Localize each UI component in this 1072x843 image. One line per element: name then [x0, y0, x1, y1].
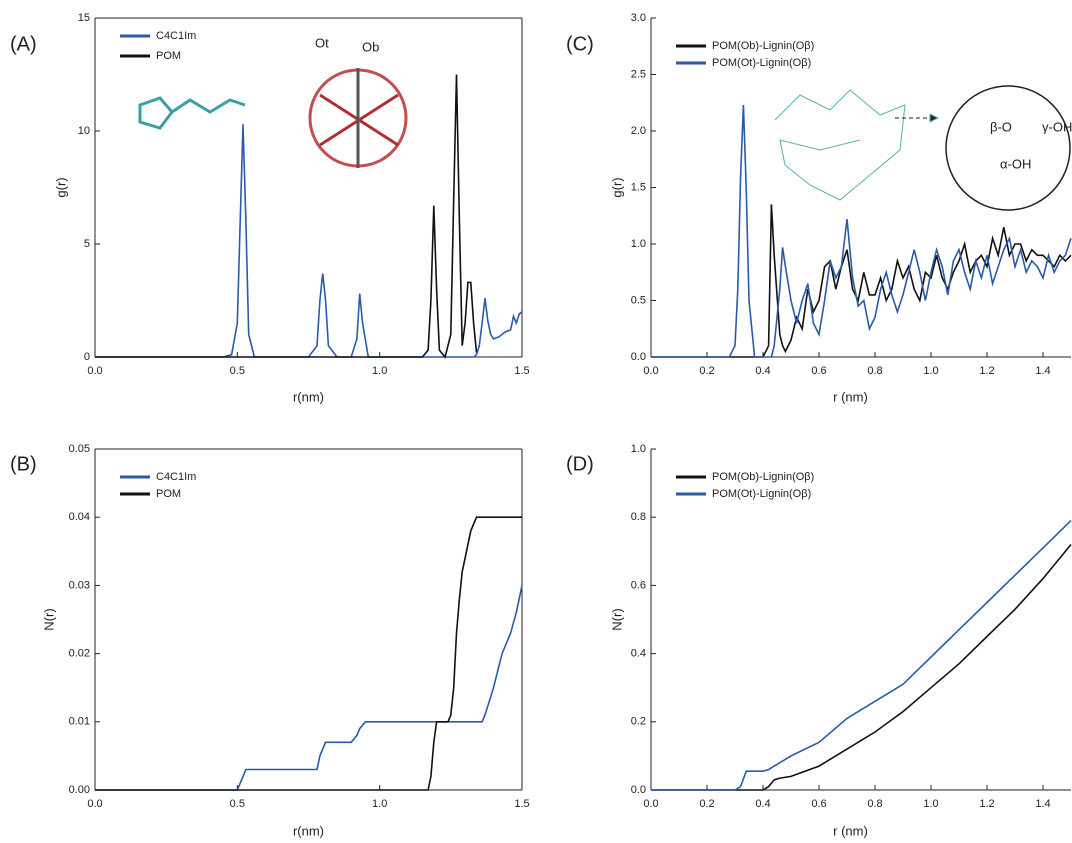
legend-label: C4C1Im [156, 30, 196, 42]
y-tick-label: 15 [78, 12, 90, 24]
y-tick-label: 3.0 [631, 12, 646, 24]
annotation: Ot [315, 35, 329, 50]
x-tick-label: 1.0 [923, 365, 938, 377]
x-tick-label: 1.5 [514, 798, 529, 810]
y-axis-label: g(r) [53, 177, 68, 197]
y-tick-label: 2.0 [631, 125, 646, 137]
data-line [651, 204, 1071, 357]
y-tick-label: 0.6 [631, 579, 646, 591]
x-tick-label: 1.0 [923, 798, 938, 810]
x-tick-label: 0.5 [230, 798, 245, 810]
data-line [651, 105, 1071, 357]
y-tick-label: 0.0 [631, 784, 646, 796]
y-tick-label: 0.05 [69, 443, 90, 455]
y-tick-label: 0.03 [69, 579, 90, 591]
figure: 0.0 0.5 1.0 1.5 0 5 10 15 (A) r(nm) g(r) Ot Ob C4C1Im… [0, 0, 1072, 843]
legend-label: POM(Ot)-Lignin(Oβ) [712, 488, 811, 500]
x-axis-label: r(nm) [293, 389, 324, 404]
x-tick-label: 0.0 [87, 798, 102, 810]
x-tick-label: 1.0 [372, 798, 387, 810]
annotation: γ-OH [1042, 119, 1072, 134]
y-tick-label: 0.02 [69, 648, 90, 660]
y-tick-label: 5 [84, 238, 90, 250]
y-axis-label: N(r) [41, 608, 56, 630]
x-axis-label: r (nm) [833, 389, 868, 404]
x-tick-label: 0.8 [867, 798, 882, 810]
x-tick-label: 1.4 [1035, 798, 1050, 810]
y-tick-label: 1.0 [631, 238, 646, 250]
annotation: β-O [990, 119, 1012, 134]
x-tick-label: 0.6 [811, 798, 826, 810]
legend-label: POM [156, 50, 181, 62]
y-tick-label: 0.2 [631, 716, 646, 728]
x-tick-label: 1.2 [979, 365, 994, 377]
y-tick-label: 0.4 [631, 648, 646, 660]
x-tick-label: 1.2 [979, 798, 994, 810]
y-tick-label: 1.0 [631, 443, 646, 455]
y-tick-label: 0.00 [69, 784, 90, 796]
panel-label: (A) [10, 33, 37, 55]
y-tick-label: 0.5 [631, 294, 646, 306]
legend-label: C4C1Im [156, 471, 196, 483]
x-tick-label: 0.0 [643, 798, 658, 810]
legend-label: POM [156, 488, 181, 500]
panel-label: (C) [566, 33, 594, 55]
panel-label: (B) [10, 453, 37, 475]
y-tick-label: 0.01 [69, 716, 90, 728]
annotation: Ob [362, 39, 379, 54]
x-axis-label: r(nm) [293, 823, 324, 838]
x-tick-label: 0.6 [811, 365, 826, 377]
x-tick-label: 1.5 [514, 365, 529, 377]
y-tick-label: 0.04 [69, 511, 90, 523]
x-axis-label: r (nm) [833, 823, 868, 838]
legend-label: POM(Ot)-Lignin(Oβ) [712, 57, 811, 69]
y-axis-label: N(r) [609, 608, 624, 630]
x-tick-label: 0.0 [643, 365, 658, 377]
y-axis-label: g(r) [609, 177, 624, 197]
x-tick-label: 0.5 [230, 365, 245, 377]
data-line [651, 521, 1071, 790]
panel-label: (D) [566, 453, 594, 475]
x-tick-label: 0.4 [755, 365, 770, 377]
x-tick-label: 0.8 [867, 365, 882, 377]
x-tick-label: 0.2 [699, 365, 714, 377]
molecule-sketch [310, 68, 406, 168]
imidazolium-sketch [140, 98, 245, 128]
y-tick-label: 0.8 [631, 511, 646, 523]
y-tick-label: 0 [84, 351, 90, 363]
x-tick-label: 0.2 [699, 798, 714, 810]
y-tick-label: 1.5 [631, 181, 646, 193]
annotation: α-OH [1000, 156, 1031, 171]
x-tick-label: 0.4 [755, 798, 770, 810]
x-tick-label: 1.0 [372, 365, 387, 377]
y-tick-label: 2.5 [631, 68, 646, 80]
legend-label: POM(Ob)-Lignin(Oβ) [712, 471, 814, 483]
data-line [95, 75, 477, 358]
data-line [95, 517, 522, 790]
lignin-sketch [775, 86, 1070, 210]
y-tick-label: 10 [78, 125, 90, 137]
legend-label: POM(Ob)-Lignin(Oβ) [712, 40, 814, 52]
x-tick-label: 0.0 [87, 365, 102, 377]
y-tick-label: 0.0 [631, 351, 646, 363]
x-tick-label: 1.4 [1035, 365, 1050, 377]
